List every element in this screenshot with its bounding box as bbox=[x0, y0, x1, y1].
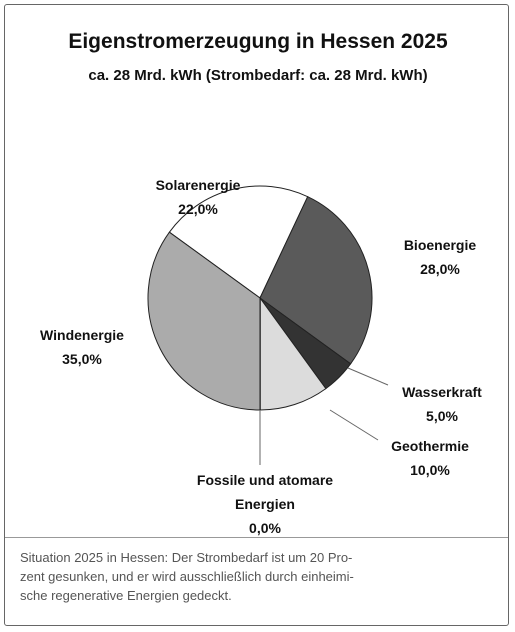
category-label: Fossile und atomare Energien bbox=[196, 472, 334, 512]
value-label: 35,0% bbox=[62, 351, 102, 367]
leader-line bbox=[329, 409, 379, 441]
pie-slice bbox=[147, 231, 261, 411]
category-label: Wasserkraft bbox=[402, 384, 482, 400]
category-label: Windenergie bbox=[40, 327, 124, 343]
chart-subtitle: ca. 28 Mrd. kWh (Strombedarf: ca. 28 Mrd… bbox=[88, 67, 427, 84]
separator bbox=[5, 537, 508, 538]
caption-line: sche regenerative Energien gedeckt. bbox=[20, 588, 232, 603]
frame bbox=[4, 4, 509, 626]
chart-title: Eigenstromerzeugung in Hessen 2025 bbox=[68, 30, 448, 53]
slice-label: Wasserkraft 5,0% bbox=[382, 380, 502, 428]
value-label: 5,0% bbox=[426, 408, 458, 424]
value-label: 28,0% bbox=[420, 261, 460, 277]
slice-label: Geothermie 10,0% bbox=[370, 434, 490, 482]
pie bbox=[147, 185, 373, 411]
value-label: 10,0% bbox=[410, 462, 450, 478]
value-label: 22,0% bbox=[178, 201, 218, 217]
category-label: Solarenergie bbox=[155, 177, 241, 193]
slice-label: Bioenergie 28,0% bbox=[380, 233, 500, 281]
pie-slice bbox=[259, 195, 373, 365]
slice-label: Fossile und atomare Energien 0,0% bbox=[180, 468, 350, 540]
category-label: Bioenergie bbox=[403, 237, 477, 253]
slice-label: Windenergie 35,0% bbox=[12, 323, 152, 371]
caption-line: Situation 2025 in Hessen: Der Strombedar… bbox=[20, 550, 353, 565]
caption: Situation 2025 in Hessen: Der Strombedar… bbox=[20, 548, 354, 605]
slice-label: Solarenergie 22,0% bbox=[118, 173, 278, 221]
caption-line: zent gesunken, und er wird ausschließlic… bbox=[20, 569, 354, 584]
leader-line bbox=[347, 367, 389, 386]
category-label: Geothermie bbox=[391, 438, 469, 454]
value-label: 0,0% bbox=[249, 520, 281, 536]
